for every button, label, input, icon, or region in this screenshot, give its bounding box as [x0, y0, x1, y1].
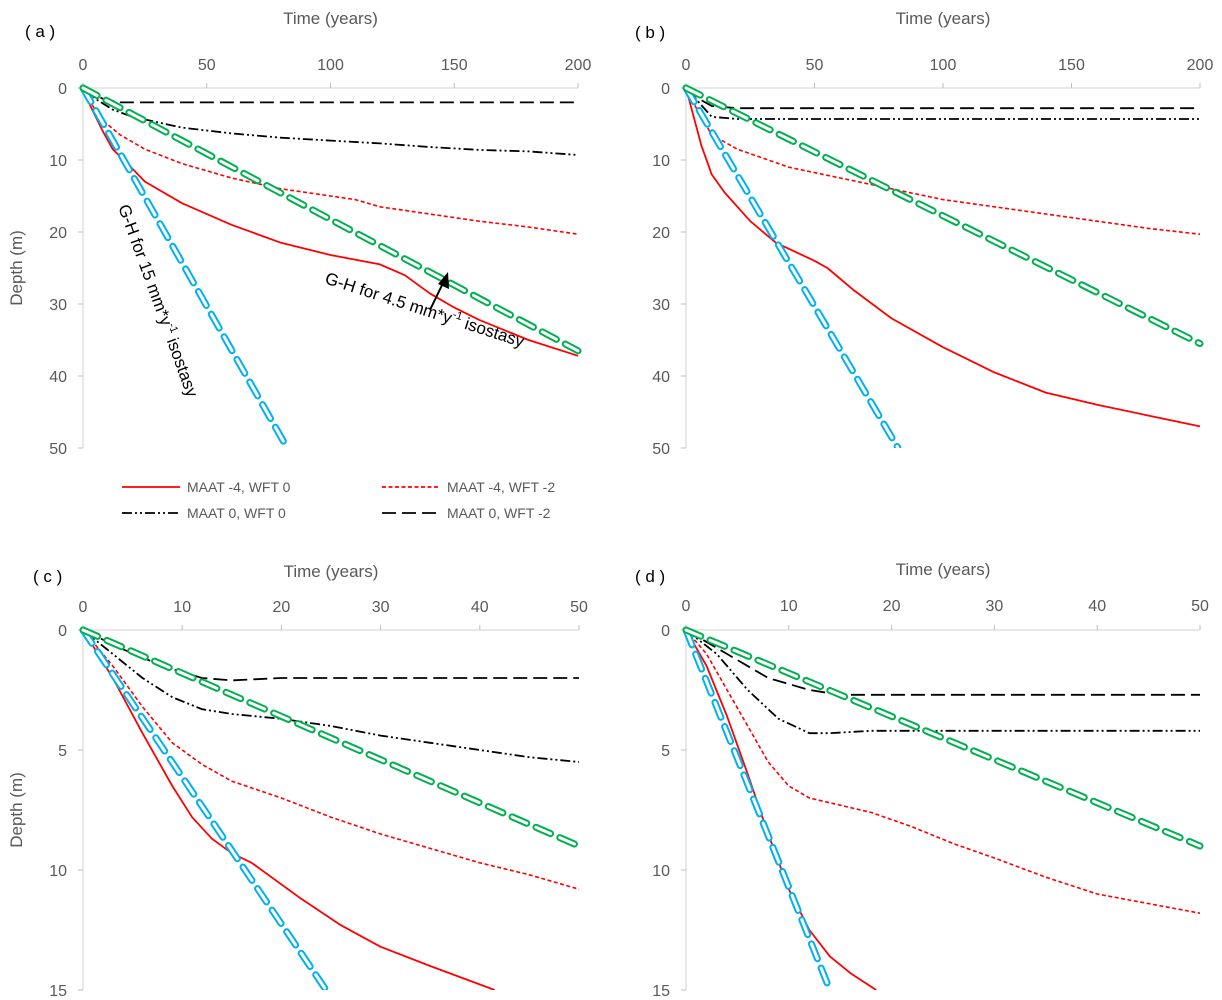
- series-layer: [79, 626, 583, 990]
- y-tick-label: 50: [49, 441, 67, 458]
- x-tick-label: 50: [1191, 598, 1209, 615]
- series-g-h-for-15-mm-y-1-isostasy-inner: [684, 86, 900, 448]
- annotations-layer: G-H for 15 mm*y-1 isostasy G-H for 4.5 m…: [114, 202, 527, 400]
- y-tick-label: 10: [652, 863, 670, 880]
- series-layer: [682, 626, 1204, 990]
- x-tick-label: 200: [1187, 57, 1214, 74]
- x-tick-label: 150: [441, 57, 468, 74]
- legend-label: MAAT -4, WFT -2: [447, 479, 555, 495]
- series-layer: [682, 84, 1204, 448]
- legend-item: MAAT 0, WFT -2: [382, 505, 551, 521]
- x-tick-label: 100: [317, 57, 344, 74]
- y-tick-label: 5: [58, 743, 67, 760]
- x-tick-label: 40: [1088, 598, 1106, 615]
- x-tick-label: 200: [565, 57, 592, 74]
- legend-item: MAAT -4, WFT -2: [382, 479, 555, 495]
- series-g-h-for-15-mm-y-1-isostasy-inner: [81, 86, 289, 448]
- x-tick-label: 100: [930, 57, 957, 74]
- series-maat-0-wft-2: [685, 629, 1200, 696]
- y-tick-label: 0: [661, 81, 670, 98]
- x-axis-title: Time (years): [896, 9, 991, 28]
- x-axis-title: Time (years): [284, 562, 379, 581]
- y-tick-label: 0: [58, 81, 67, 98]
- series-maat-0-wft-2: [82, 629, 579, 682]
- series-g-h-for-15-mm-y-1-isostasy-inner: [684, 628, 832, 990]
- series-maat-4-wft-0: [685, 87, 1201, 428]
- x-tick-label: 10: [173, 599, 191, 616]
- y-tick-label: 30: [652, 297, 670, 314]
- y-tick-label: 15: [652, 983, 670, 1000]
- annotation-arrow: [429, 272, 449, 311]
- series-g-h-for-4-5-mm-y-1-isostasy-inner: [81, 86, 580, 353]
- annotation-gh-15: G-H for 15 mm*y-1 isostasy: [114, 202, 203, 400]
- panel-c: 0 10 20 30 40 50 0 5 10 15 Time (years) Depth (m) ( …: [7, 562, 588, 1000]
- series-maat-4-wft-2: [685, 629, 1201, 914]
- x-tick-label: 0: [79, 57, 88, 74]
- legend: MAAT -4, WFT 0 MAAT -4, WFT -2 MAAT 0, WFT…: [122, 479, 555, 521]
- series-maat-0-wft-2: [685, 87, 1200, 110]
- series-maat-4-wft-0: [82, 87, 579, 357]
- series-g-h-for-4-5-mm-y-1-isostasy-inner: [684, 628, 1202, 848]
- x-tick-label: 20: [273, 599, 291, 616]
- y-tick-label: 20: [652, 225, 670, 242]
- y-tick-label: 40: [49, 369, 67, 386]
- series-maat-4-wft-0: [82, 629, 496, 990]
- series-layer: [79, 84, 582, 448]
- y-tick-label: 10: [652, 153, 670, 170]
- series-maat-4-wft-2: [685, 87, 1201, 235]
- y-tick-label: 30: [49, 297, 67, 314]
- panel-label: ( a ): [25, 22, 55, 41]
- y-tick-label: 5: [661, 743, 670, 760]
- legend-item: MAAT 0, WFT 0: [122, 505, 286, 521]
- panel-label: ( d ): [635, 567, 665, 586]
- series-g-h-for-15-mm-y-1-isostasy-inner: [81, 628, 328, 990]
- series-g-h-for-4-5-mm-y-1-isostasy-inner: [684, 86, 1202, 346]
- x-tick-label: 20: [883, 598, 901, 615]
- y-tick-label: 10: [49, 153, 67, 170]
- panel-d: 0 10 20 30 40 50 0 5 10 15 Time (years) ( d ): [635, 560, 1209, 1000]
- x-tick-label: 0: [682, 57, 691, 74]
- y-axis-title: Depth (m): [7, 230, 26, 306]
- y-tick-label: 10: [49, 863, 67, 880]
- x-tick-label: 30: [372, 599, 390, 616]
- x-tick-label: 0: [682, 598, 691, 615]
- legend-item: MAAT -4, WFT 0: [122, 479, 291, 495]
- x-tick-label: 50: [198, 57, 216, 74]
- y-tick-label: 15: [49, 983, 67, 1000]
- panel-b: 0 50 100 150 200 0 10 20 30 40 50 Time (years) ( b ): [635, 9, 1213, 458]
- series-maat-4-wft-2: [82, 87, 579, 235]
- x-tick-label: 50: [570, 599, 588, 616]
- x-axis-title: Time (years): [896, 560, 991, 579]
- series-maat-4-wft-2: [82, 629, 580, 890]
- series-maat-0-wft-0: [685, 87, 1200, 120]
- y-tick-label: 0: [661, 623, 670, 640]
- x-tick-label: 150: [1058, 57, 1085, 74]
- legend-label: MAAT 0, WFT -2: [447, 505, 551, 521]
- y-tick-label: 50: [652, 441, 670, 458]
- x-tick-label: 40: [471, 599, 489, 616]
- y-tick-label: 0: [58, 623, 67, 640]
- legend-label: MAAT 0, WFT 0: [187, 505, 286, 521]
- series-g-h-for-4-5-mm-y-1-isostasy-inner: [81, 628, 581, 848]
- panel-label: ( c ): [33, 567, 62, 586]
- x-tick-label: 30: [986, 598, 1004, 615]
- x-tick-label: 0: [79, 599, 88, 616]
- y-axis-title: Depth (m): [7, 772, 26, 848]
- legend-label: MAAT -4, WFT 0: [187, 479, 291, 495]
- series-maat-0-wft-0: [82, 87, 579, 156]
- y-tick-label: 20: [49, 225, 67, 242]
- x-tick-label: 50: [806, 57, 824, 74]
- panel-label: ( b ): [635, 23, 665, 42]
- series-maat-0-wft-0: [685, 629, 1200, 735]
- panel-a: 0 50 100 150 200 0 10 20 30 40 50 Time (years) Depth…: [7, 9, 591, 458]
- x-axis-title: Time (years): [283, 9, 378, 28]
- series-maat-4-wft-0: [685, 629, 877, 990]
- x-tick-label: 10: [780, 598, 798, 615]
- series-maat-0-wft-2: [82, 87, 578, 104]
- y-tick-label: 40: [652, 369, 670, 386]
- series-maat-0-wft-0: [82, 629, 580, 763]
